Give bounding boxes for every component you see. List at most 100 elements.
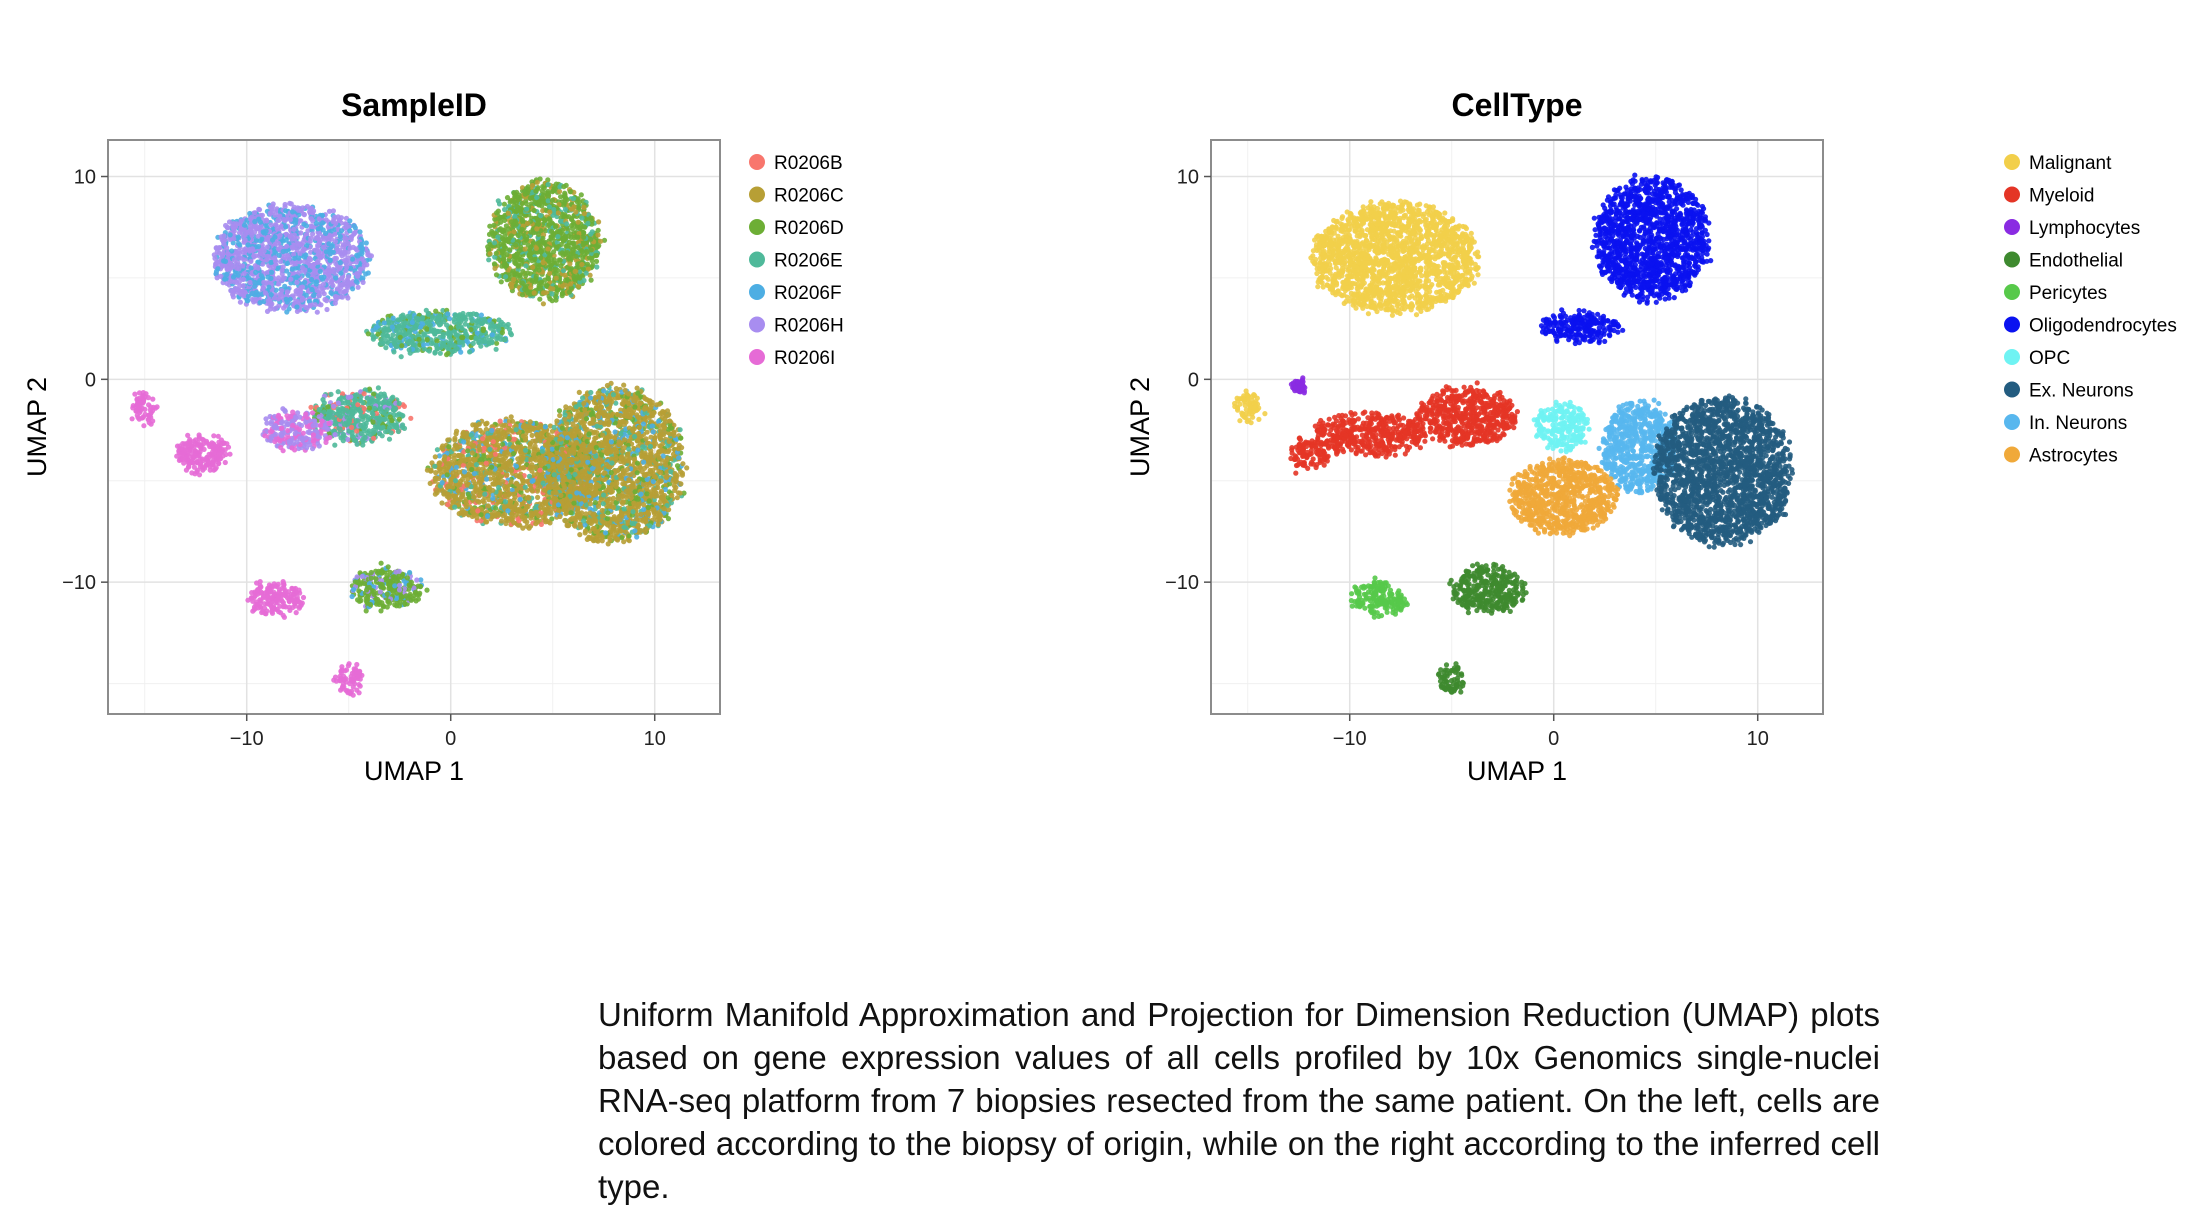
data-point [542, 218, 547, 223]
data-point [475, 330, 480, 335]
data-point [427, 348, 432, 353]
data-point [594, 253, 599, 258]
data-point [506, 211, 511, 216]
data-point [302, 259, 307, 264]
data-point [588, 237, 593, 242]
data-point [238, 226, 243, 231]
data-point [224, 245, 229, 250]
data-point [524, 234, 529, 239]
data-point [268, 429, 273, 434]
data-point [262, 433, 267, 438]
data-point [345, 241, 350, 246]
data-point [537, 297, 542, 302]
data-point [380, 400, 385, 405]
data-point [341, 242, 346, 247]
data-point [552, 186, 557, 191]
data-point [343, 250, 348, 255]
data-point [468, 327, 473, 332]
data-point [596, 219, 601, 224]
data-point [407, 328, 412, 333]
data-point [589, 278, 594, 283]
data-point [504, 252, 509, 257]
data-point [247, 248, 252, 253]
data-point [329, 237, 334, 242]
data-point [511, 199, 516, 204]
data-point [350, 411, 355, 416]
data-point [376, 416, 381, 421]
data-point [420, 316, 425, 321]
data-point [348, 394, 353, 399]
data-point [350, 406, 355, 411]
data-point [302, 280, 307, 285]
data-point [538, 255, 543, 260]
data-point [438, 322, 443, 327]
data-point [225, 266, 230, 271]
data-point [382, 417, 387, 422]
data-point [500, 249, 505, 254]
data-point [269, 270, 274, 275]
data-point [553, 298, 558, 303]
data-point [265, 236, 270, 241]
data-point [501, 256, 506, 261]
data-point [245, 298, 250, 303]
data-point [265, 245, 270, 250]
data-point [236, 273, 241, 278]
data-point [338, 271, 343, 276]
data-point [312, 418, 317, 423]
data-point [264, 229, 269, 234]
data-point [356, 285, 361, 290]
data-point [430, 314, 435, 319]
data-point [130, 416, 135, 421]
data-point [287, 255, 292, 260]
data-point [366, 331, 371, 336]
data-point [549, 229, 554, 234]
data-point [533, 276, 538, 281]
data-point [336, 389, 341, 394]
data-point [283, 224, 288, 229]
data-point [511, 190, 516, 195]
data-point [352, 223, 357, 228]
data-point [541, 260, 546, 265]
data-point [520, 292, 525, 297]
data-point [520, 280, 525, 285]
data-point [588, 215, 593, 220]
data-point [242, 237, 247, 242]
data-point [338, 234, 343, 239]
data-point [311, 293, 316, 298]
data-point [435, 447, 440, 452]
data-point [579, 249, 584, 254]
data-point [249, 215, 254, 220]
data-point [522, 287, 527, 292]
data-point [238, 300, 243, 305]
data-point [184, 468, 189, 473]
data-point [505, 195, 510, 200]
data-point [301, 247, 306, 252]
data-point [315, 288, 320, 293]
data-point [538, 280, 543, 285]
data-point [587, 255, 592, 260]
data-point [383, 429, 388, 434]
data-point [438, 351, 443, 356]
data-point [363, 424, 368, 429]
data-point [458, 350, 463, 355]
data-point [261, 285, 266, 290]
data-point [394, 344, 399, 349]
data-point [498, 220, 503, 225]
data-point [208, 468, 213, 473]
data-point [225, 251, 230, 256]
data-point [594, 264, 599, 269]
data-point [316, 252, 321, 257]
data-point [294, 274, 299, 279]
data-point [242, 247, 247, 252]
data-point [510, 269, 515, 274]
data-point [425, 337, 430, 342]
data-point [568, 281, 573, 286]
data-point [254, 226, 259, 231]
data-point [581, 235, 586, 240]
data-point [371, 436, 376, 441]
data-point [285, 261, 290, 266]
data-point [496, 317, 501, 322]
data-point [523, 246, 528, 251]
data-point [300, 265, 305, 270]
data-point [494, 347, 499, 352]
